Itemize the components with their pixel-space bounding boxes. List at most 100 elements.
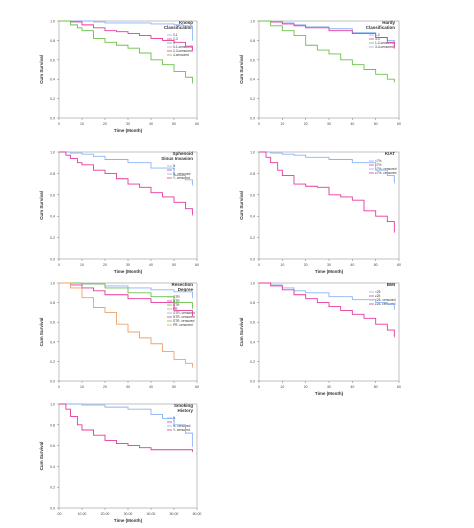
x-tick-label: 20 (304, 263, 308, 267)
y-tick-label: 0.2 (250, 360, 255, 364)
survival-curve-NTR (59, 282, 193, 316)
x-tick-label: 10 (80, 385, 84, 389)
chart-title: BMI (387, 282, 395, 287)
chart-title: Classification (164, 25, 194, 30)
y-tick-label: 0.0 (50, 117, 55, 121)
y-tick-label: 0.6 (250, 58, 255, 62)
y-tick-label: 0.0 (250, 117, 255, 121)
chart-title: Hardy (382, 20, 395, 25)
legend-entry: ≥7% (375, 163, 382, 167)
x-tick-label: 40.00 (147, 512, 156, 516)
x-axis-label: Time (Month) (114, 128, 143, 133)
y-tick-label: 0.4 (50, 78, 55, 82)
x-tick-label: 50.00 (170, 512, 179, 516)
y-tick-label: 0.4 (50, 215, 55, 219)
legend-entry: 1-2-censored (375, 41, 394, 45)
y-axis-label: Cum Survival (239, 55, 244, 84)
x-tick-label: 50 (374, 385, 378, 389)
x-tick-label: 30.00 (124, 512, 133, 516)
legend-entry: STR (173, 303, 180, 307)
legend-entry: 4-censored (173, 53, 189, 57)
survival-curve-STR (59, 282, 193, 308)
survival-curve-≥25 (259, 282, 395, 336)
y-tick-label: 0.4 (250, 78, 255, 82)
x-axis-label: Time (Month) (315, 269, 344, 274)
chart-title: Degree (178, 287, 194, 292)
x-tick-label: 10.00 (78, 512, 87, 516)
legend-entry: Y (173, 168, 176, 172)
y-tick-label: 0.2 (250, 236, 255, 240)
legend-entry: GTR- censored (173, 311, 195, 315)
x-tick-label: 60 (195, 122, 199, 126)
y-axis-label: Cum Survival (239, 191, 244, 220)
legend-entry: 4 (173, 41, 175, 45)
chart-title: History (177, 408, 193, 413)
y-axis-label: Cum Survival (239, 318, 244, 347)
survival-curve-Y (59, 403, 193, 451)
y-tick-label: 0.0 (50, 258, 55, 262)
survival-curve-2-3 (59, 20, 193, 51)
y-tick-label: 0.8 (50, 39, 55, 43)
x-tick-label: 10 (280, 263, 284, 267)
chart-bmi: 0.0 0.2 0.4 0.6 0.8 1.0 0 10 20 30 40 50 60 Time (Mon… (239, 282, 401, 397)
y-tick-label: 0.8 (50, 301, 55, 305)
plot-frame (58, 151, 198, 260)
x-tick-label: 60 (195, 263, 199, 267)
legend-entry: 3-4-censored (375, 45, 394, 49)
chart-title: Classification (366, 25, 396, 30)
survival-curve-N (59, 151, 193, 185)
y-tick-label: 0.2 (50, 97, 55, 101)
y-tick-label: 0.2 (50, 236, 55, 240)
chart-hardy: 0.0 0.2 0.4 0.6 0.8 1.0 0 10 20 30 40 50 60 Cum Survi… (239, 20, 401, 127)
survival-curve-<7% (259, 151, 395, 182)
survival-curve-4 (59, 20, 193, 83)
y-tick-label: 0.0 (250, 380, 255, 384)
x-tick-label: 20 (304, 122, 308, 126)
y-tick-label: 0.2 (250, 97, 255, 101)
x-tick-label: 40 (149, 263, 153, 267)
chart-title: KIAT (385, 151, 395, 156)
legend-entry: NTR- censored (173, 315, 195, 319)
legend-entry: N (173, 164, 176, 168)
x-tick-label: 20 (103, 263, 107, 267)
legend-entry: 0-1-censored (173, 45, 192, 49)
x-tick-label: 40 (149, 385, 153, 389)
survival-curve-<25 (259, 282, 395, 309)
chart-title: Sinus Invasion (161, 156, 193, 161)
legend-entry: N- censored (173, 424, 191, 428)
y-tick-label: 0.0 (250, 258, 255, 262)
legend-entry: 1-2 (375, 33, 380, 37)
y-tick-label: 0.8 (250, 172, 255, 176)
x-tick-label: 30 (126, 122, 130, 126)
x-tick-label: 50 (172, 385, 176, 389)
legend-entry: NTR (173, 299, 180, 303)
y-axis-label: Cum Survival (39, 442, 44, 471)
x-tick-label: 50 (374, 122, 378, 126)
x-axis-label: Time (Month) (114, 518, 143, 523)
x-tick-label: 40 (350, 122, 354, 126)
chart-resection: 0.0 0.2 0.4 0.6 0.8 1.0 0 10 20 30 40 50 60 Cum Survi… (39, 282, 199, 390)
legend-entry: Y- censored (173, 176, 190, 180)
x-tick-label: 60 (397, 122, 401, 126)
legend-entry: ≥25 (375, 294, 381, 298)
chart-knosp: 0.0 0.2 0.4 0.6 0.8 1.0 0 10 20 30 40 50 60 Time (Mon… (39, 20, 199, 134)
survival-curve-PR (59, 282, 193, 367)
y-tick-label: 0.2 (50, 360, 55, 364)
legend-entry: Y- censored (173, 428, 190, 432)
x-tick-label: 40 (149, 122, 153, 126)
x-tick-label: 10 (280, 385, 284, 389)
chart-title: Resection (171, 282, 193, 287)
chart-title: Knosp (179, 20, 193, 25)
y-tick-label: 0.8 (50, 172, 55, 176)
x-tick-label: 50 (172, 122, 176, 126)
y-axis-label: Cum Survival (39, 55, 44, 84)
x-tick-label: 30 (327, 122, 331, 126)
y-tick-label: 0.6 (250, 321, 255, 325)
x-tick-label: 0 (58, 122, 60, 126)
survival-curve-N (59, 403, 193, 446)
x-tick-label: 20.00 (101, 512, 110, 516)
x-tick-label: 40 (350, 263, 354, 267)
y-tick-label: 1.0 (50, 403, 55, 407)
x-tick-label: 60 (397, 385, 401, 389)
legend-entry: 2-3 (173, 37, 178, 41)
